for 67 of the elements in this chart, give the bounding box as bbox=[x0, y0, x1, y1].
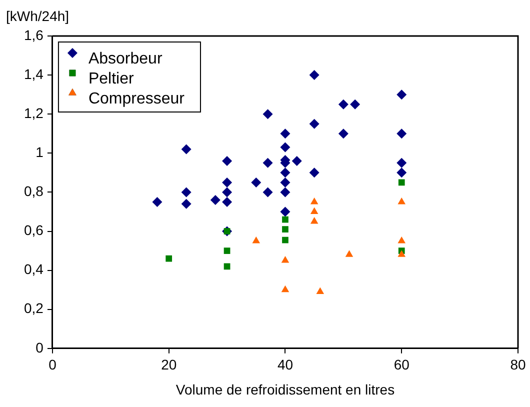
point bbox=[316, 287, 324, 294]
point bbox=[338, 128, 348, 139]
point bbox=[396, 128, 407, 139]
legend-label: Peltier bbox=[88, 70, 134, 88]
x-tick-label: 40 bbox=[277, 356, 294, 373]
point bbox=[280, 206, 290, 217]
legend-label: Absorbeur bbox=[88, 50, 163, 68]
point bbox=[309, 168, 320, 178]
point bbox=[262, 109, 273, 120]
point bbox=[222, 177, 232, 188]
point bbox=[282, 226, 288, 232]
point bbox=[181, 187, 192, 198]
point bbox=[396, 90, 407, 100]
point bbox=[222, 187, 232, 198]
point bbox=[181, 198, 192, 209]
point bbox=[222, 196, 232, 207]
point bbox=[292, 156, 302, 166]
point bbox=[338, 99, 348, 110]
point bbox=[181, 144, 192, 154]
point bbox=[280, 128, 290, 139]
x-axis-title: Volume de refroidissement en litres bbox=[176, 381, 395, 398]
point bbox=[281, 285, 290, 292]
y-tick-label: 0,4 bbox=[24, 261, 44, 278]
y-tick-label: 0,6 bbox=[24, 222, 44, 238]
x-tick-label: 60 bbox=[394, 356, 410, 373]
point bbox=[210, 195, 220, 206]
point bbox=[398, 197, 406, 204]
point bbox=[166, 255, 172, 262]
point bbox=[345, 250, 354, 257]
point bbox=[280, 142, 290, 152]
point bbox=[398, 236, 406, 244]
x-tick-label: 0 bbox=[48, 356, 57, 373]
point bbox=[310, 207, 318, 214]
point bbox=[280, 187, 290, 198]
point bbox=[309, 118, 320, 129]
y-tick-label: 0 bbox=[36, 339, 44, 356]
point bbox=[396, 158, 407, 168]
y-tick-label: 1,6 bbox=[24, 26, 44, 43]
point bbox=[280, 177, 290, 188]
point bbox=[224, 263, 230, 270]
y-axis-title: [kWh/24h] bbox=[6, 8, 70, 24]
y-tick-label: 0,2 bbox=[24, 300, 44, 316]
y-tick-label: 1,2 bbox=[24, 104, 44, 121]
point bbox=[282, 236, 288, 244]
point bbox=[224, 248, 230, 254]
x-tick-label: 20 bbox=[161, 356, 177, 373]
point bbox=[281, 256, 290, 263]
point bbox=[396, 168, 407, 178]
y-tick-label: 0,8 bbox=[24, 183, 44, 200]
legend-label: Compresseur bbox=[88, 90, 186, 108]
point bbox=[251, 177, 262, 188]
point bbox=[262, 187, 273, 198]
point bbox=[398, 250, 406, 257]
point bbox=[262, 158, 273, 168]
y-tick-label: 1,4 bbox=[24, 66, 44, 82]
point bbox=[282, 216, 288, 223]
point bbox=[252, 236, 260, 244]
point bbox=[350, 99, 360, 110]
point bbox=[310, 216, 318, 224]
point bbox=[280, 168, 290, 178]
point bbox=[310, 197, 318, 204]
point bbox=[152, 196, 162, 207]
y-tick-label: 1 bbox=[36, 144, 44, 160]
point bbox=[222, 156, 232, 166]
x-tick-label: 80 bbox=[510, 356, 526, 373]
point bbox=[398, 179, 405, 186]
point bbox=[309, 70, 320, 80]
